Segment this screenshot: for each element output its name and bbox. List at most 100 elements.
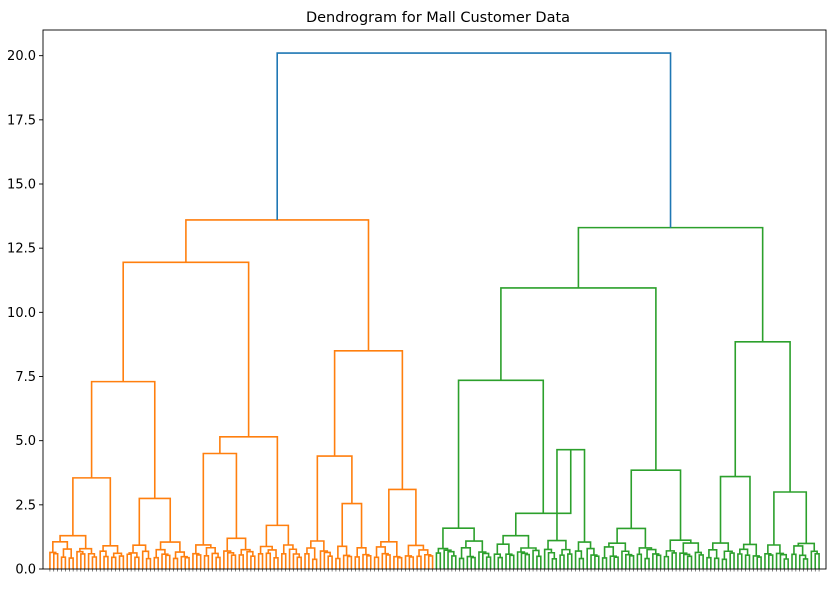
- dendrogram-link: [99, 550, 107, 569]
- dendrogram-link: [768, 554, 774, 569]
- dendrogram-link: [783, 558, 789, 569]
- dendrogram-link: [333, 350, 404, 490]
- dendrogram-link: [655, 554, 662, 569]
- dendrogram-link: [265, 524, 290, 547]
- dendrogram-link: [341, 502, 363, 548]
- dendrogram-link: [773, 491, 808, 546]
- dendrogram-link: [577, 226, 764, 342]
- dendrogram-link: [404, 555, 413, 569]
- dendrogram-link: [802, 558, 809, 569]
- dendrogram-links: [49, 52, 820, 569]
- dendrogram-link: [567, 553, 573, 569]
- dendrogram-link: [184, 556, 190, 569]
- y-tick-label: 2.5: [15, 498, 36, 513]
- dendrogram-link: [276, 52, 672, 228]
- dendrogram-link: [609, 555, 617, 569]
- plot-area-frame: [42, 29, 827, 570]
- dendrogram-link: [327, 555, 333, 569]
- dendrogram-link: [211, 552, 219, 569]
- dendrogram-link: [323, 551, 331, 569]
- dendrogram-link: [373, 556, 380, 569]
- dendrogram-link: [791, 553, 797, 569]
- dendrogram-link: [310, 540, 325, 552]
- dendrogram-link: [393, 555, 401, 569]
- dendrogram-link: [230, 554, 237, 569]
- chart-title: Dendrogram for Mall Customer Data: [306, 10, 570, 26]
- y-tick-label: 20.0: [7, 49, 36, 64]
- dendrogram-link: [110, 556, 117, 569]
- dendrogram-link: [126, 553, 132, 569]
- dendrogram-link: [764, 552, 772, 569]
- dendrogram-link: [466, 555, 474, 569]
- dendrogram-link: [590, 554, 598, 569]
- dendrogram-link: [304, 553, 310, 569]
- dendrogram-link: [767, 544, 781, 554]
- dendrogram-link: [161, 553, 169, 569]
- dendrogram-link: [578, 557, 585, 569]
- dendrogram-link: [145, 557, 152, 569]
- dendrogram-link: [625, 553, 633, 569]
- dendrogram-link: [265, 552, 272, 569]
- dendrogram-link: [103, 555, 109, 569]
- dendrogram-link: [90, 380, 156, 499]
- dendrogram-link: [470, 556, 476, 569]
- y-tick-label: 0.0: [15, 563, 36, 578]
- dendrogram-link: [87, 552, 96, 569]
- dendrogram-link: [719, 475, 751, 545]
- dendrogram-link: [577, 541, 592, 552]
- dendrogram-link: [381, 552, 389, 569]
- dendrogram-link: [698, 554, 704, 569]
- dendrogram-link: [122, 261, 250, 437]
- dendrogram-link: [547, 551, 556, 569]
- dendrogram-link: [250, 555, 256, 569]
- dendrogram-link: [458, 557, 465, 569]
- dendrogram-link: [165, 554, 171, 569]
- dendrogram-link: [219, 436, 279, 526]
- dendrogram-link: [141, 550, 150, 569]
- dendrogram-link: [427, 555, 434, 569]
- dendrogram-link: [532, 549, 540, 569]
- dendrogram-link: [215, 556, 221, 569]
- dendrogram-link: [296, 556, 302, 569]
- dendrogram-link: [729, 552, 735, 569]
- dendrogram-link: [465, 540, 484, 553]
- dendrogram-link: [706, 556, 712, 569]
- dendrogram-link: [505, 553, 513, 569]
- dendrogram-link: [53, 552, 59, 569]
- dendrogram-link: [424, 553, 432, 569]
- dendrogram-link: [551, 557, 558, 569]
- dendrogram-link: [273, 556, 279, 569]
- dendrogram-link: [138, 497, 172, 546]
- dendrogram-link: [482, 552, 490, 569]
- dendrogram-link: [734, 341, 791, 492]
- dendrogram-link: [362, 553, 370, 569]
- dendrogram-link: [601, 557, 608, 569]
- dendrogram-link: [281, 553, 287, 569]
- dendrogram-link: [316, 455, 353, 541]
- dendrogram-link: [520, 552, 529, 569]
- dendrogram-link: [185, 219, 370, 351]
- dendrogram-link: [342, 554, 351, 569]
- dendrogram-link: [547, 539, 567, 550]
- dendrogram-link: [354, 556, 360, 569]
- dendrogram-link: [52, 541, 69, 553]
- dendrogram-link: [779, 553, 788, 569]
- dendrogram-link: [375, 546, 387, 558]
- dendrogram-link: [205, 546, 216, 556]
- dendrogram-link: [195, 544, 212, 554]
- dendrogram-link: [192, 552, 200, 569]
- dendrogram-link: [408, 556, 415, 569]
- dendrogram-link: [496, 543, 510, 555]
- dendrogram-link: [60, 556, 67, 569]
- dendrogram-link: [416, 555, 422, 569]
- dendrogram-link: [574, 550, 583, 569]
- dendrogram-link: [257, 553, 264, 569]
- dendrogram-link: [644, 557, 650, 569]
- dendrogram-link: [669, 539, 692, 551]
- dendrogram-link: [497, 556, 503, 569]
- dendrogram-link: [396, 556, 403, 569]
- y-tick-label: 5.0: [15, 434, 36, 449]
- dendrogram-link: [196, 554, 202, 569]
- dendrogram-link: [337, 545, 348, 559]
- y-tick-label: 7.5: [15, 370, 36, 385]
